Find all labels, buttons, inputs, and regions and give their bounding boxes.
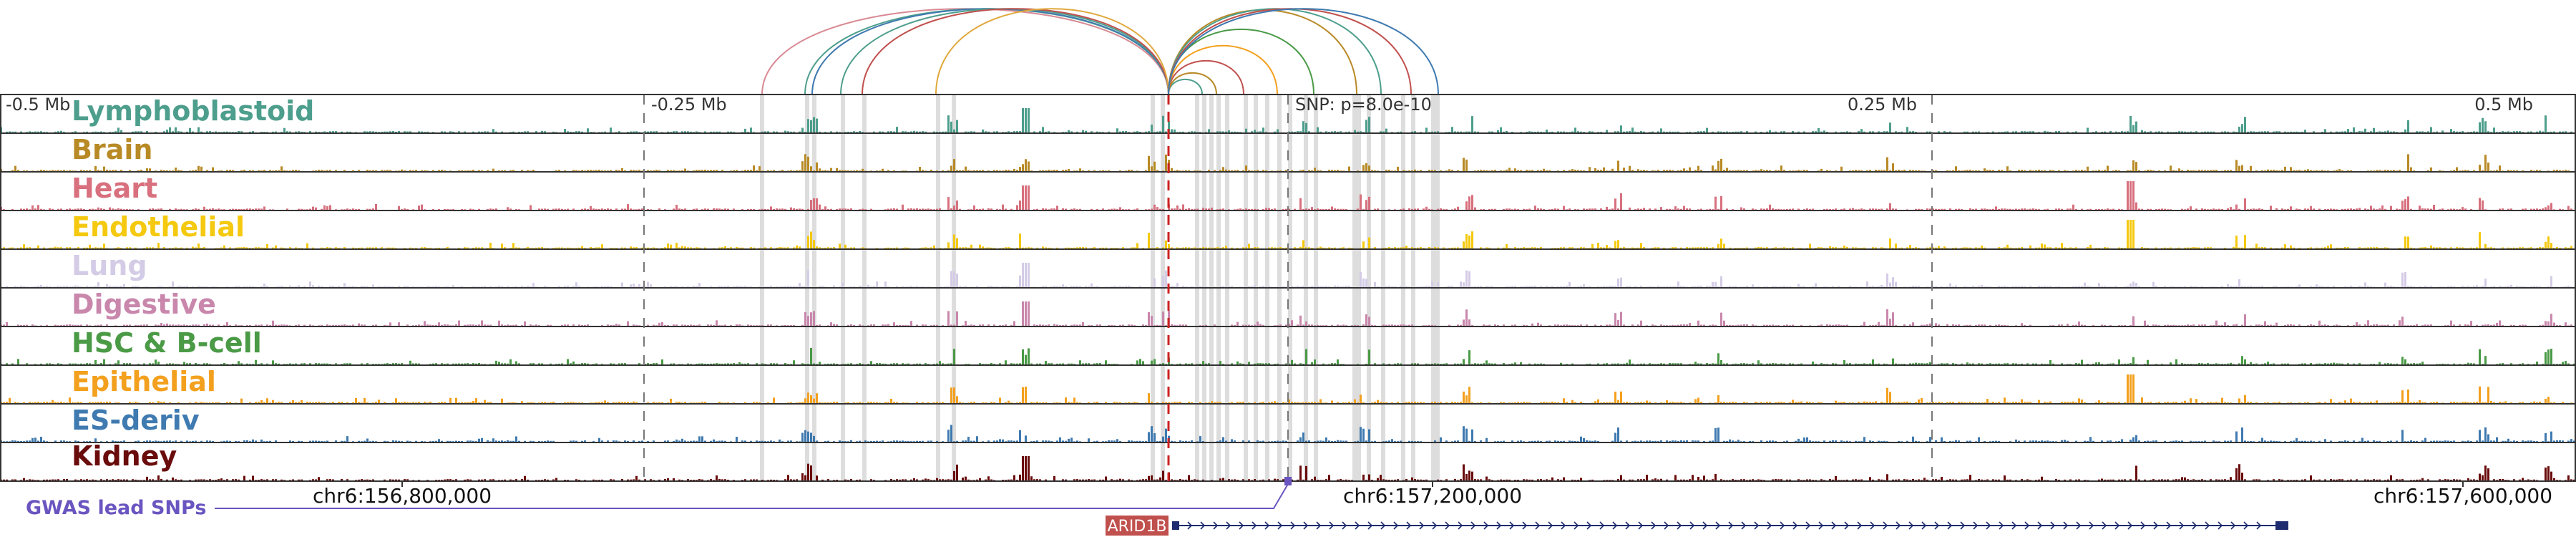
- gene-track: ARID1B: [1106, 516, 2288, 536]
- interaction-arc: [1168, 8, 1439, 95]
- track-label-epithelial: Epithelial: [72, 366, 216, 397]
- track-label-brain: Brain: [72, 134, 152, 165]
- track-label-lung: Lung: [72, 250, 147, 281]
- signal: [0, 263, 2572, 287]
- offset-scale: -0.5 Mb -0.25 Mb 0.25 Mb 0.5 Mb SNP: p=8…: [6, 95, 2533, 115]
- interaction-arc: [761, 8, 1169, 95]
- track-label-lymphoblastoid: Lymphoblastoid: [72, 95, 314, 127]
- interaction-arc: [1168, 44, 1278, 95]
- offset-label: -0.25 Mb: [651, 95, 727, 115]
- genomic-coordinate-label: chr6:157,200,000: [1343, 484, 1522, 508]
- genomic-coordinate-label: chr6:157,600,000: [2373, 484, 2552, 508]
- signal: [0, 181, 2572, 210]
- offset-label: -0.5 Mb: [6, 95, 70, 115]
- signal: [0, 374, 2572, 403]
- interaction-arc: [862, 8, 1169, 95]
- gene-exon: [1172, 521, 1179, 530]
- signal: [0, 108, 2572, 132]
- offset-label: 0.25 Mb: [1848, 95, 1917, 115]
- track-7: [0, 374, 2576, 405]
- genomic-axis: chr6:156,800,000 chr6:157,200,000 chr6:1…: [313, 481, 2552, 508]
- gene-strand-chevrons: [1187, 521, 2262, 530]
- interaction-arc: [1168, 72, 1217, 95]
- signal: [0, 220, 2572, 248]
- gene-exon: [2275, 521, 2288, 530]
- track-8: [0, 425, 2576, 443]
- genomic-coordinate-label: chr6:156,800,000: [313, 484, 492, 508]
- gwas-snp-marker: [1284, 477, 1292, 485]
- gwas-track: GWAS lead SNPs: [26, 477, 1292, 519]
- gene-label: ARID1B: [1108, 518, 1167, 536]
- track-label-es-deriv: ES-deriv: [72, 405, 200, 436]
- track-label-hsc-b-cell: HSC & B-cell: [72, 327, 262, 359]
- interaction-arc: [935, 8, 1169, 95]
- track-label-digestive: Digestive: [72, 289, 216, 320]
- signal: [0, 301, 2572, 326]
- track-labels: Lymphoblastoid Brain Heart Endothelial L…: [72, 95, 314, 472]
- snp-pvalue-label: SNP: p=8.0e-10: [1295, 95, 1432, 115]
- track-label-endothelial: Endothelial: [72, 211, 245, 243]
- overlay: [0, 94, 2576, 481]
- track-label-heart: Heart: [72, 173, 157, 204]
- interaction-arc: [1168, 9, 1357, 95]
- gene-label-box: [1106, 516, 1169, 536]
- interaction-arcs: [761, 8, 1439, 95]
- interaction-arc: [1168, 8, 1412, 95]
- interaction-arc: [1168, 59, 1244, 95]
- track-label-kidney: Kidney: [72, 440, 177, 472]
- gwas-label: GWAS lead SNPs: [26, 497, 206, 519]
- signal: [0, 154, 2570, 171]
- interaction-arc: [1168, 8, 1382, 95]
- offset-label: 0.5 Mb: [2474, 95, 2533, 115]
